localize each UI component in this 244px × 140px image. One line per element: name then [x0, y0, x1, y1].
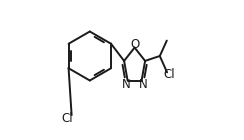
Text: Cl: Cl	[61, 112, 73, 125]
Text: Cl: Cl	[164, 68, 175, 81]
Text: O: O	[130, 38, 139, 51]
Text: N: N	[139, 78, 147, 90]
Text: N: N	[122, 78, 131, 90]
